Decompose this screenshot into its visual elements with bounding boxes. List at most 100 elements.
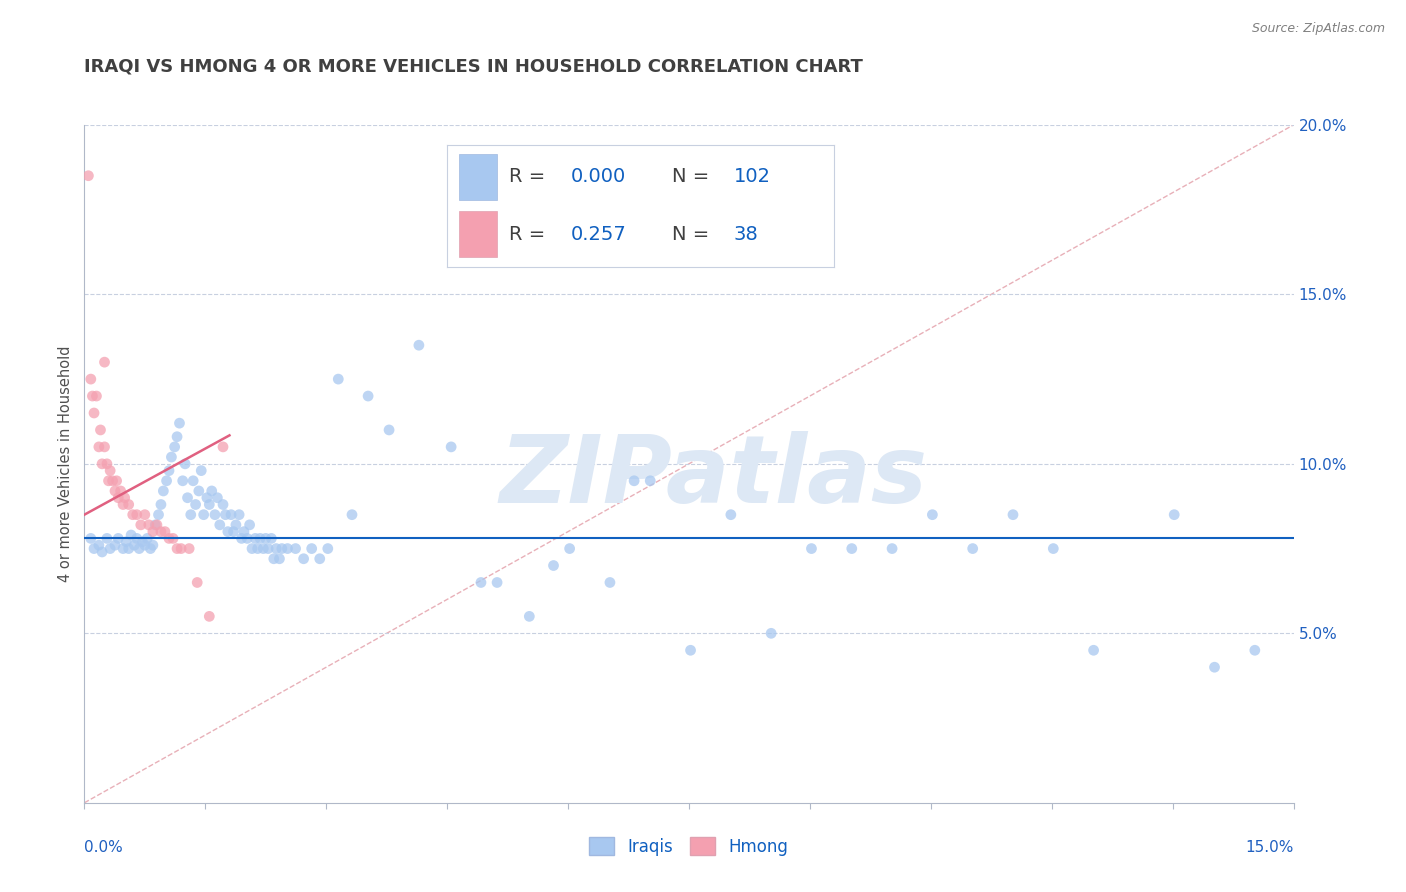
Point xyxy=(759,626,782,640)
Point xyxy=(720,508,742,522)
Point xyxy=(486,575,509,590)
Point xyxy=(245,532,267,546)
Point xyxy=(114,491,136,505)
Point xyxy=(316,541,339,556)
Point xyxy=(172,474,194,488)
Point xyxy=(186,575,208,590)
Point xyxy=(198,609,221,624)
Point xyxy=(148,508,170,522)
Point xyxy=(138,517,160,532)
Point xyxy=(269,551,291,566)
Text: 38: 38 xyxy=(734,225,758,244)
Point xyxy=(228,508,250,522)
Point xyxy=(155,474,177,488)
Point xyxy=(125,508,148,522)
Legend: Iraqis, Hmong: Iraqis, Hmong xyxy=(583,830,794,863)
Point xyxy=(157,532,180,546)
Text: 102: 102 xyxy=(734,168,770,186)
Point xyxy=(166,541,188,556)
Point xyxy=(93,440,115,454)
Point xyxy=(240,541,263,556)
Point xyxy=(214,508,236,522)
Point xyxy=(517,609,540,624)
Text: IRAQI VS HMONG 4 OR MORE VEHICLES IN HOUSEHOLD CORRELATION CHART: IRAQI VS HMONG 4 OR MORE VEHICLES IN HOU… xyxy=(84,58,863,76)
Point xyxy=(142,538,165,552)
Point xyxy=(174,457,197,471)
Bar xyxy=(458,153,498,200)
Point xyxy=(83,541,105,556)
Point xyxy=(1163,508,1185,522)
Point xyxy=(193,508,215,522)
Point xyxy=(301,541,323,556)
Point xyxy=(77,169,100,183)
Point xyxy=(599,575,621,590)
Point xyxy=(104,483,127,498)
Text: 0.000: 0.000 xyxy=(571,168,626,186)
Point xyxy=(149,524,172,539)
Point xyxy=(239,517,262,532)
Point xyxy=(921,508,943,522)
Point xyxy=(160,450,183,464)
Point xyxy=(264,541,287,556)
Point xyxy=(169,416,191,430)
Point xyxy=(181,474,204,488)
Point xyxy=(131,534,153,549)
Point xyxy=(440,440,463,454)
Point xyxy=(128,541,150,556)
Point xyxy=(308,551,330,566)
Point xyxy=(195,491,218,505)
Point xyxy=(208,517,231,532)
Point xyxy=(204,508,226,522)
Point xyxy=(152,483,174,498)
Point xyxy=(233,524,256,539)
Point xyxy=(91,457,114,471)
Point xyxy=(146,517,169,532)
Point xyxy=(257,541,280,556)
Point xyxy=(98,464,121,478)
Point xyxy=(107,532,129,546)
Point xyxy=(89,423,111,437)
Y-axis label: 4 or more Vehicles in Household: 4 or more Vehicles in Household xyxy=(58,345,73,582)
Point xyxy=(129,517,152,532)
Point xyxy=(166,430,188,444)
Point xyxy=(225,517,247,532)
Point xyxy=(163,440,186,454)
Point xyxy=(470,575,492,590)
Point xyxy=(231,532,253,546)
Text: 0.257: 0.257 xyxy=(571,225,627,244)
Point xyxy=(638,474,661,488)
Point xyxy=(623,474,645,488)
Point xyxy=(162,532,184,546)
Point xyxy=(115,534,138,549)
Point xyxy=(101,474,124,488)
Point xyxy=(80,532,103,546)
Point xyxy=(105,474,128,488)
Point xyxy=(134,538,156,552)
Point xyxy=(284,541,307,556)
Point xyxy=(679,643,702,657)
Point xyxy=(880,541,903,556)
Point xyxy=(558,541,581,556)
Point xyxy=(112,541,135,556)
Point xyxy=(180,508,202,522)
Point xyxy=(357,389,380,403)
Point xyxy=(212,440,235,454)
Point xyxy=(219,508,242,522)
Point xyxy=(276,541,298,556)
Point xyxy=(96,532,118,546)
Point xyxy=(1001,508,1024,522)
Point xyxy=(104,538,127,552)
Point xyxy=(236,532,259,546)
Point xyxy=(190,464,212,478)
Point xyxy=(1083,643,1105,657)
Point xyxy=(962,541,984,556)
Bar xyxy=(458,211,498,258)
Point xyxy=(1204,660,1226,674)
Point xyxy=(260,532,283,546)
Point xyxy=(179,541,201,556)
Text: R =: R = xyxy=(509,168,551,186)
Point xyxy=(187,483,209,498)
Text: N =: N = xyxy=(672,168,716,186)
Point xyxy=(408,338,430,352)
Text: N =: N = xyxy=(672,225,716,244)
